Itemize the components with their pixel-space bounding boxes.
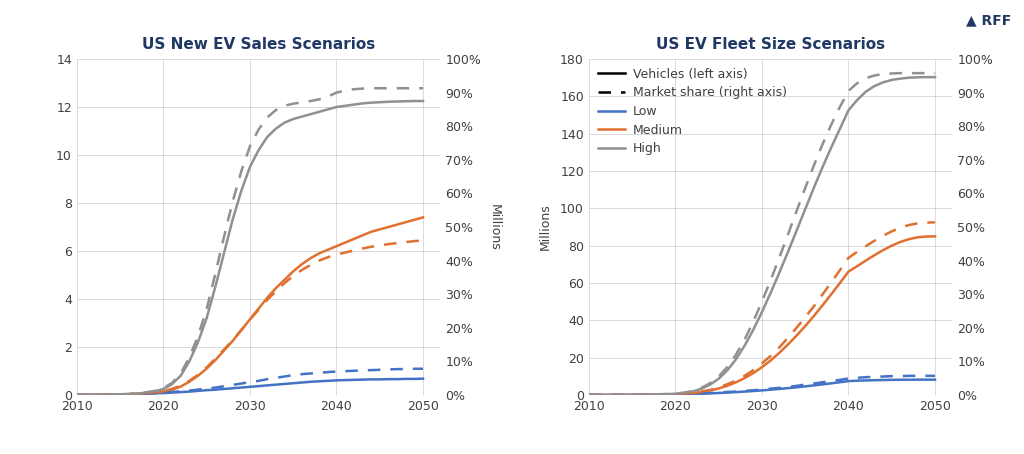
Title: US New EV Sales Scenarios: US New EV Sales Scenarios [142,37,375,52]
Y-axis label: Millions: Millions [539,204,552,250]
Title: US EV Fleet Size Scenarios: US EV Fleet Size Scenarios [656,37,885,52]
Text: ▲ RFF: ▲ RFF [967,14,1012,28]
Legend: Vehicles (left axis), Market share (right axis), Low, Medium, High: Vehicles (left axis), Market share (righ… [593,63,792,160]
Y-axis label: Millions: Millions [487,204,501,250]
